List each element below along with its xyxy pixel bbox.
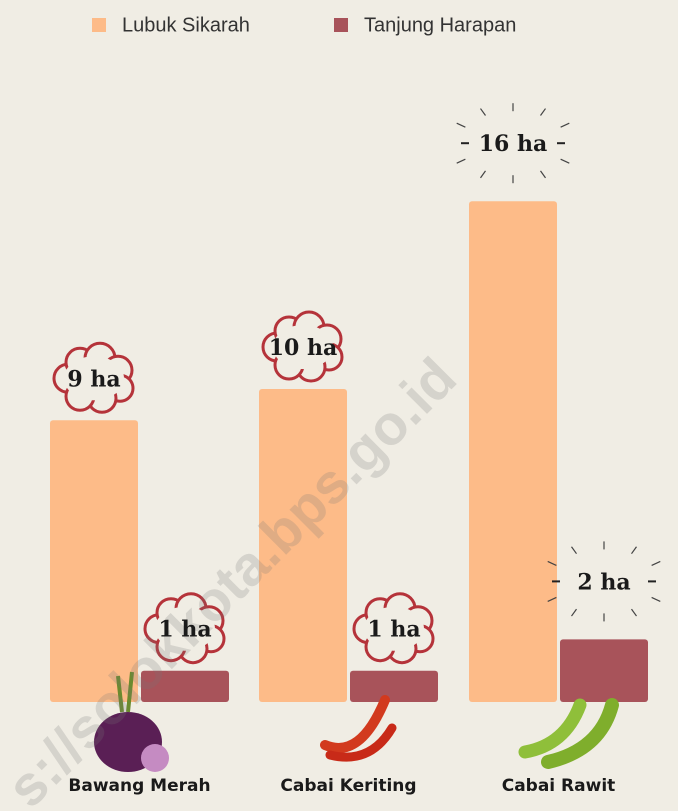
label-burst bbox=[547, 596, 557, 602]
label-burst bbox=[456, 122, 466, 128]
label-burst bbox=[456, 158, 466, 164]
label-burst bbox=[560, 122, 570, 128]
legend-swatch bbox=[92, 18, 106, 32]
value-label: 2 ha bbox=[577, 569, 630, 595]
legend-swatch bbox=[334, 18, 348, 32]
label-burst bbox=[631, 608, 637, 617]
label-cloud bbox=[64, 356, 124, 401]
pepper-icon bbox=[541, 698, 619, 769]
label-burst bbox=[480, 170, 486, 179]
label-burst bbox=[480, 108, 486, 116]
category-label: Cabai Keriting bbox=[280, 776, 416, 796]
pepper-icon bbox=[518, 698, 587, 759]
value-label: 1 ha bbox=[367, 617, 420, 643]
bar bbox=[259, 389, 347, 702]
label-cloud bbox=[155, 606, 215, 651]
label-burst bbox=[540, 108, 546, 116]
value-label: 9 ha bbox=[67, 366, 120, 392]
category-label: Cabai Rawit bbox=[502, 776, 616, 796]
value-label: 10 ha bbox=[269, 335, 338, 361]
bar bbox=[141, 670, 229, 702]
label-burst bbox=[571, 546, 577, 555]
pepper-icon bbox=[320, 695, 390, 753]
category-label: Bawang Merah bbox=[68, 776, 210, 796]
value-label: 16 ha bbox=[479, 131, 548, 157]
legend-label: Tanjung Harapan bbox=[364, 14, 516, 36]
value-label: 1 ha bbox=[158, 617, 211, 643]
label-burst bbox=[547, 560, 557, 566]
bar bbox=[350, 670, 438, 702]
legend-label: Lubuk Sikarah bbox=[122, 14, 250, 36]
icons bbox=[94, 671, 619, 772]
bar bbox=[560, 639, 648, 702]
onion-icon bbox=[141, 744, 169, 772]
label-cloud bbox=[273, 325, 333, 369]
label-burst bbox=[651, 596, 661, 602]
label-burst bbox=[571, 608, 577, 617]
bar bbox=[50, 420, 138, 702]
label-burst bbox=[651, 560, 661, 566]
label-burst bbox=[631, 546, 637, 555]
label-burst bbox=[540, 170, 546, 179]
onion-stem bbox=[116, 671, 134, 713]
label-cloud bbox=[364, 606, 424, 651]
bar bbox=[469, 201, 557, 702]
pepper-icon bbox=[325, 723, 397, 762]
label-burst bbox=[560, 158, 570, 164]
